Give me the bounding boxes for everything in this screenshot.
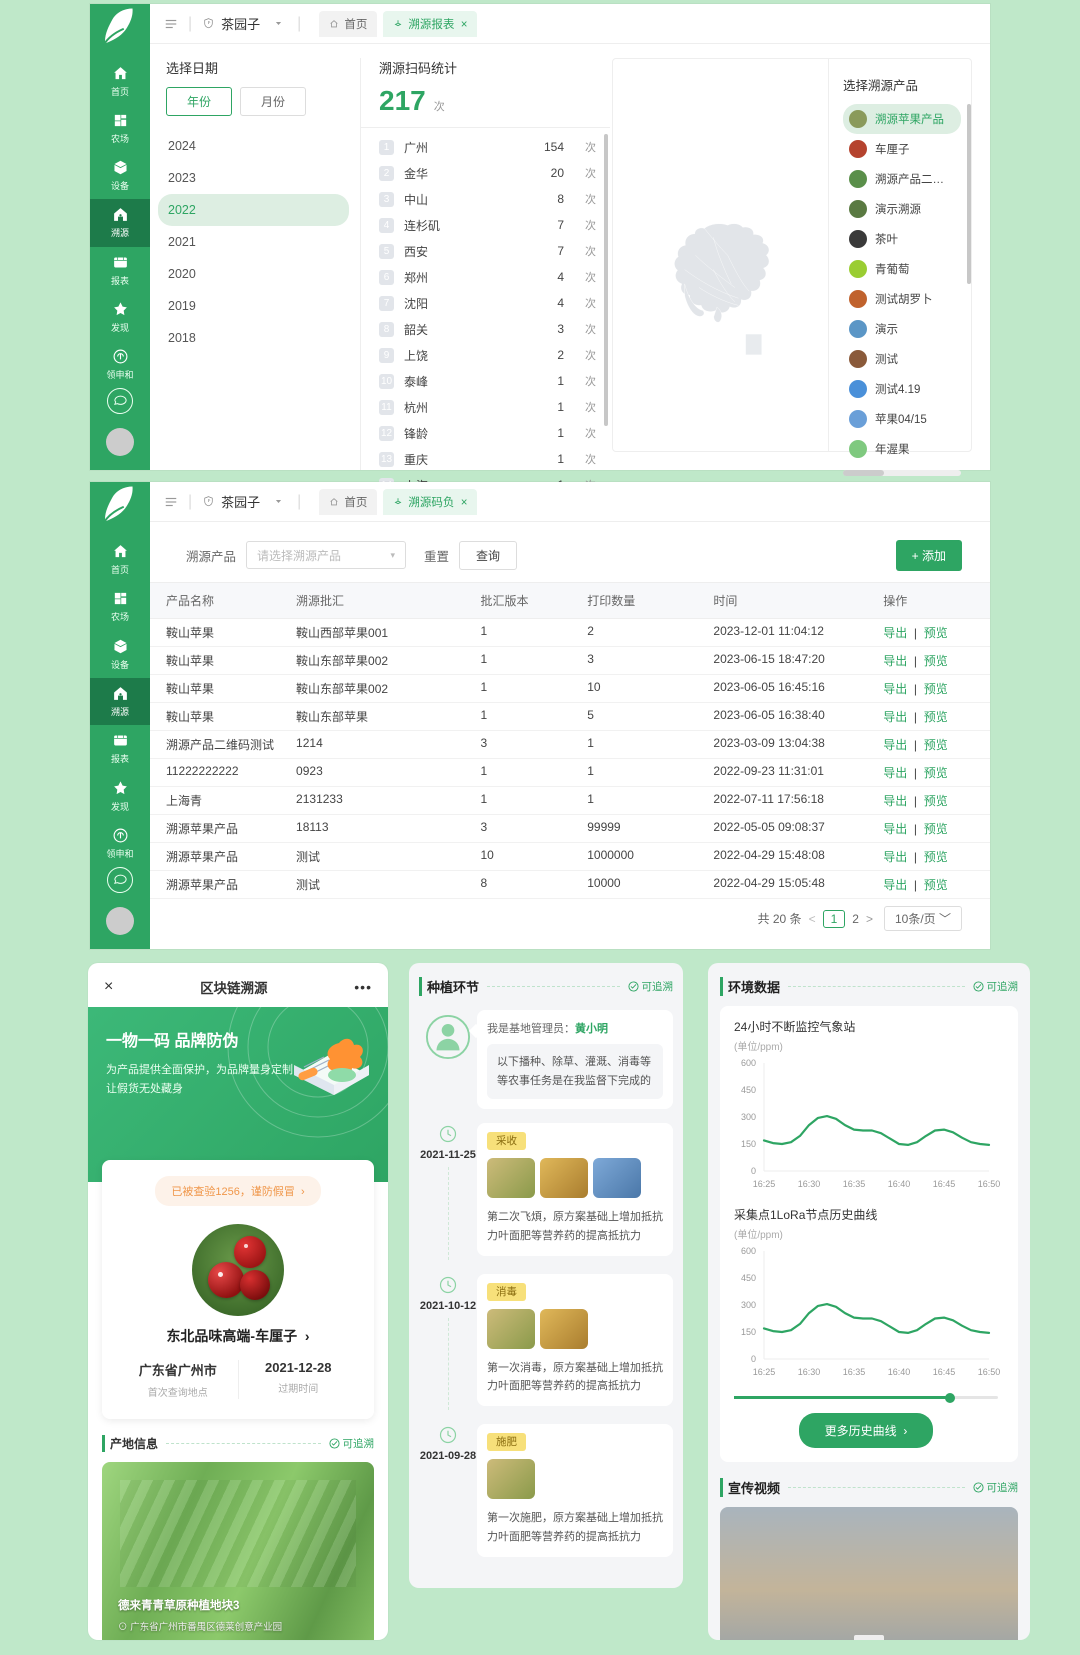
- svg-text:16:40: 16:40: [888, 1367, 911, 1377]
- svg-text:300: 300: [741, 1300, 756, 1310]
- svg-text:16:35: 16:35: [843, 1367, 866, 1377]
- svg-text:16:30: 16:30: [798, 1179, 821, 1189]
- svg-text:16:25: 16:25: [753, 1179, 776, 1189]
- svg-text:16:45: 16:45: [933, 1367, 956, 1377]
- svg-text:16:35: 16:35: [843, 1179, 866, 1189]
- svg-text:150: 150: [741, 1327, 756, 1337]
- svg-text:600: 600: [741, 1246, 756, 1256]
- svg-text:0: 0: [751, 1354, 756, 1364]
- svg-text:16:40: 16:40: [888, 1179, 911, 1189]
- svg-text:16:50: 16:50: [978, 1179, 1001, 1189]
- svg-text:150: 150: [741, 1139, 756, 1149]
- svg-text:16:45: 16:45: [933, 1179, 956, 1189]
- svg-text:16:25: 16:25: [753, 1367, 776, 1377]
- svg-text:0: 0: [751, 1166, 756, 1176]
- svg-text:450: 450: [741, 1085, 756, 1095]
- svg-text:300: 300: [741, 1112, 756, 1122]
- svg-text:450: 450: [741, 1273, 756, 1283]
- svg-text:16:30: 16:30: [798, 1367, 821, 1377]
- svg-text:600: 600: [741, 1058, 756, 1068]
- svg-text:16:50: 16:50: [978, 1367, 1001, 1377]
